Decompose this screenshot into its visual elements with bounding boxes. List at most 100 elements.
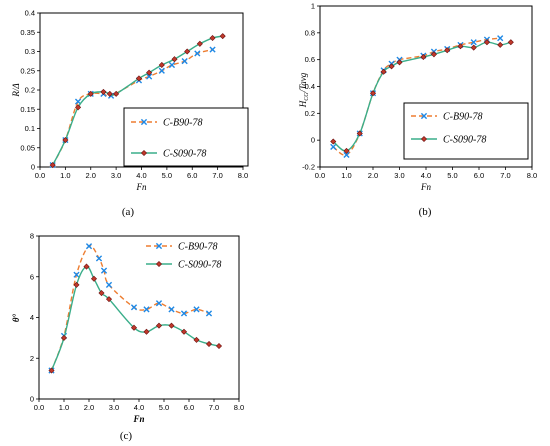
data-point-b90 [168, 306, 175, 313]
data-point-s090 [193, 336, 200, 343]
y-tick-label: 0.25 [20, 66, 35, 75]
y-tick-label: 1 [311, 2, 315, 11]
x-tick-label: 5.0 [162, 171, 172, 180]
data-point-s090 [87, 90, 94, 97]
data-point-s090 [430, 51, 437, 58]
y-tick-label: 0.4 [25, 9, 35, 18]
data-point-s090 [146, 69, 153, 76]
legend: C-B90-78 C-S090-78 [146, 242, 221, 271]
x-tick-label: 1.0 [341, 171, 351, 180]
y-tick-label: 0.6 [305, 55, 315, 64]
data-point-b90 [194, 50, 201, 57]
y-tick-label: 0 [30, 395, 34, 404]
x-axis-label: Fn [132, 414, 144, 424]
y-tick-label: 4 [30, 313, 34, 322]
legend-swatch-marker [155, 260, 163, 268]
y-tick-label: 0.2 [305, 109, 315, 118]
y-tick-label: 0.1 [25, 124, 35, 133]
x-tick-label: 3.0 [109, 403, 119, 412]
data-point-b90 [73, 271, 80, 278]
legend-label: C-S090-78 [163, 149, 206, 160]
x-axis-label: Fn [420, 182, 431, 192]
data-point-s090 [158, 61, 165, 68]
x-tick-label: 7.0 [209, 403, 219, 412]
data-point-s090 [369, 90, 377, 97]
legend-label: C-S090-78 [443, 135, 486, 146]
data-point-s090 [497, 41, 504, 48]
legend-swatch-marker [420, 112, 428, 120]
panel-caption-a: (a) [122, 206, 135, 218]
data-point-b90 [85, 243, 93, 250]
data-point-s090 [105, 296, 113, 303]
x-tick-label: 3.0 [111, 171, 121, 180]
data-point-b90 [130, 304, 138, 311]
x-tick-label: 1.0 [60, 171, 70, 180]
x-tick-label: 4.0 [134, 403, 144, 412]
data-point-b90 [158, 67, 165, 74]
data-point-s090 [73, 281, 80, 288]
x-tick-label: 0.0 [35, 171, 45, 180]
data-point-s090 [396, 59, 403, 66]
data-point-s090 [143, 328, 150, 335]
x-tick-label: 7.0 [212, 171, 222, 180]
data-point-s090 [356, 130, 363, 137]
data-point-b90 [330, 143, 337, 150]
y-tick-label: 0 [31, 163, 35, 172]
y-tick-label: 0.8 [305, 28, 315, 37]
x-tick-label: 0.0 [315, 171, 325, 180]
panel-caption-b: (b) [419, 206, 432, 218]
data-point-s090 [483, 39, 490, 46]
chart-panel-a: 0.0 1.0 2.0 3.0 4.0 5.0 6.0 7.0 8.0 0 0.05 0.1 0.15 0… [11, 9, 249, 192]
data-point-s090 [444, 47, 451, 54]
data-point-s090 [48, 367, 55, 374]
data-point-b90 [343, 151, 350, 159]
y-axis-label: θ° [11, 313, 21, 322]
legend-label: C-B90-78 [163, 118, 202, 129]
data-point-s090 [135, 75, 142, 82]
y-tick-label: 0.05 [20, 143, 35, 152]
x-tick-label: 2.0 [368, 171, 378, 180]
chart-panel-c: 0.0 1.0 2.0 3.0 4.0 5.0 6.0 7.0 8.0 0 2 4 6 8 Fn θ° C-B9… [11, 232, 244, 425]
x-tick-label: 6.0 [474, 171, 484, 180]
y-tick-label: 0.15 [20, 105, 35, 114]
data-point-s090 [100, 88, 107, 95]
data-point-s090 [330, 138, 337, 145]
data-point-b90 [470, 39, 477, 46]
data-point-b90 [146, 73, 153, 80]
data-point-s090 [106, 90, 113, 97]
x-tick-label: 8.0 [234, 403, 244, 412]
legend-label: C-B90-78 [178, 242, 217, 253]
legend-box [123, 107, 249, 167]
x-tick-label: 2.0 [84, 403, 94, 412]
series-line-b90 [50, 245, 210, 371]
legend-swatch-marker [420, 135, 428, 143]
data-point-b90 [95, 255, 103, 262]
x-tick-label: 4.0 [136, 171, 146, 180]
data-point-b90 [168, 61, 176, 69]
legend-label: C-B90-78 [443, 112, 482, 123]
data-point-s090 [507, 39, 514, 46]
x-tick-label: 8.0 [238, 171, 248, 180]
data-point-b90 [209, 46, 216, 53]
data-point-s090 [155, 322, 163, 329]
data-point-s090 [205, 340, 213, 348]
data-point-s090 [75, 104, 82, 111]
y-tick-label: 0.3 [25, 47, 35, 56]
legend-swatch-marker [155, 242, 163, 250]
data-point-s090 [49, 162, 56, 169]
y-tick-label: -0.2 [302, 163, 315, 172]
data-point-s090 [130, 324, 138, 331]
y-tick-label: 0.35 [20, 28, 35, 37]
legend: C-B90-78 C-S090-78 [403, 102, 529, 160]
data-point-b90 [143, 306, 150, 313]
y-tick-label: 0 [311, 136, 315, 145]
x-tick-label: 5.0 [447, 171, 457, 180]
chart-panel-b: 0.0 1.0 2.0 3.0 4.0 5.0 6.0 7.0 8.0 -0.2 0 0.2 0.4 0.… [298, 2, 537, 193]
data-point-s090 [380, 68, 387, 75]
x-tick-label: 3.0 [394, 171, 404, 180]
data-point-s090 [62, 137, 69, 144]
data-point-s090 [219, 33, 226, 40]
data-point-s090 [196, 40, 203, 47]
x-tick-label: 6.0 [187, 171, 197, 180]
legend-swatch-marker [140, 149, 148, 157]
